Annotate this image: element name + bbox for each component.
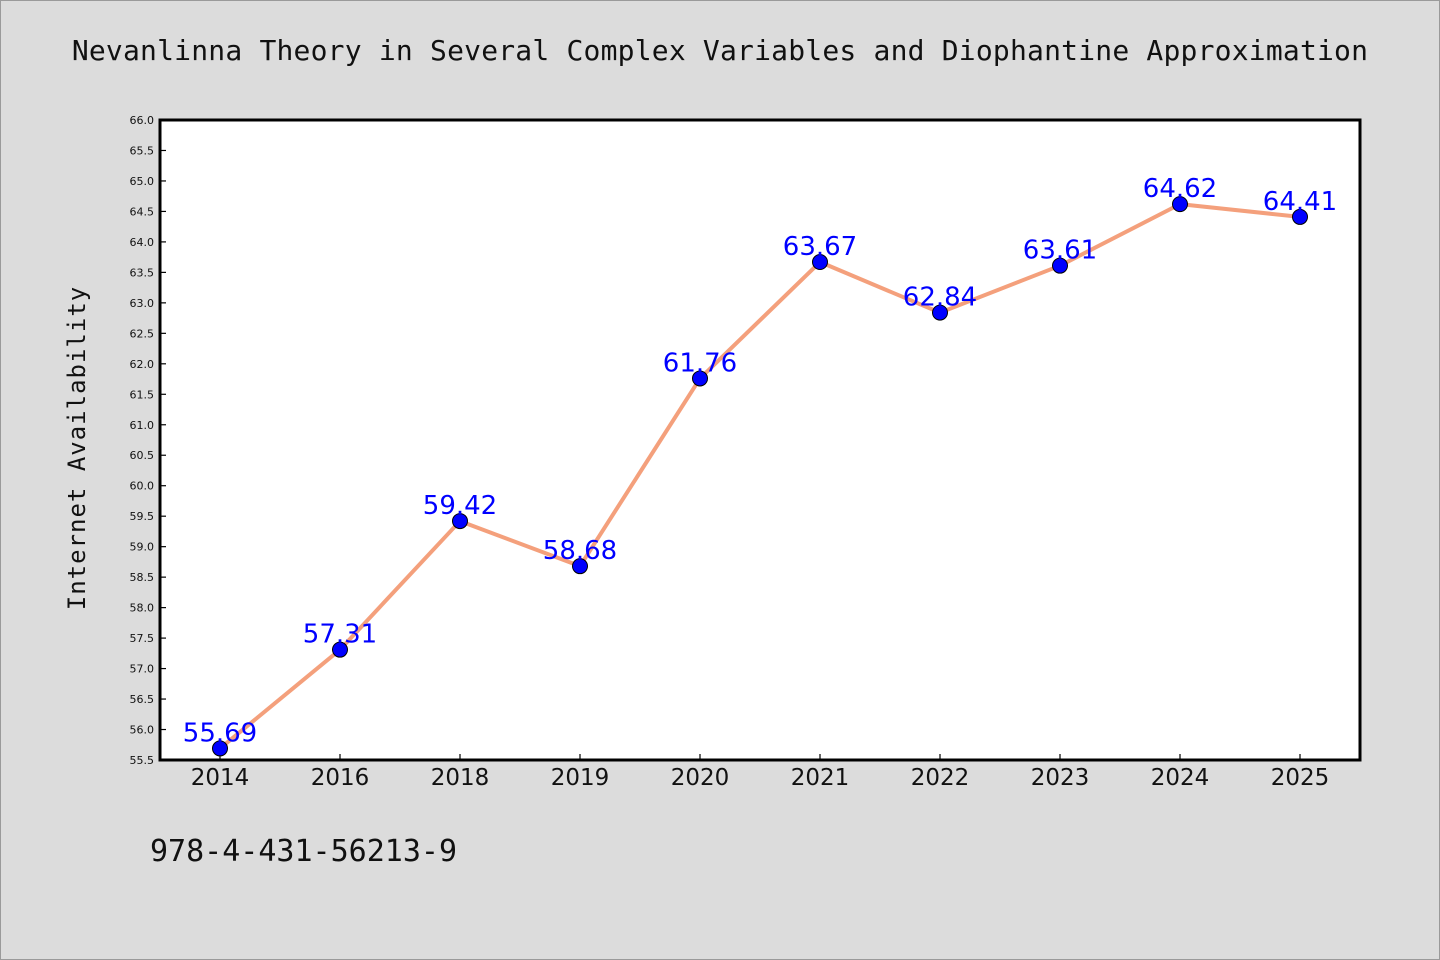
x-tick-label: 2016	[311, 765, 370, 791]
x-tick-label: 2024	[1151, 765, 1210, 791]
y-tick-label: 62.5	[130, 327, 155, 340]
x-tick-label: 2023	[1031, 765, 1090, 791]
data-label: 59.42	[423, 491, 497, 521]
series-line	[218, 202, 1302, 751]
data-label: 61.76	[663, 348, 737, 378]
y-tick-label: 59.0	[130, 541, 155, 554]
series-group: 55.69 57.31 59.42 58.68 61.76 63.67 62.84 63.61…	[183, 174, 1337, 757]
data-label: 58.68	[543, 536, 617, 566]
x-tick-label: 2019	[551, 765, 610, 791]
data-point	[452, 513, 468, 530]
y-tick-label: 63.5	[130, 266, 155, 279]
y-tick-label: 66.0	[130, 114, 155, 127]
x-tick-label: 2014	[191, 765, 250, 791]
x-tick-label: 2020	[671, 765, 730, 791]
chart-title: Nevanlinna Theory in Several Complex Var…	[71, 34, 1369, 67]
y-tick-label: 56.5	[130, 693, 155, 706]
data-label: 64.41	[1263, 187, 1337, 217]
data-point	[1292, 208, 1308, 225]
data-label: 62.84	[903, 283, 977, 313]
x-tick-label: 2025	[1271, 765, 1330, 791]
data-point	[212, 740, 228, 757]
y-tick-label: 64.0	[130, 236, 155, 249]
y-tick-label: 64.5	[130, 205, 155, 218]
y-tick-label: 55.5	[130, 754, 155, 767]
y-axis-label: Internet Availability	[63, 286, 91, 610]
data-point	[332, 641, 348, 658]
y-tick-label: 58.5	[130, 571, 155, 584]
plot-border	[158, 118, 1362, 762]
y-tick-label: 61.0	[130, 419, 155, 432]
data-point	[812, 254, 828, 271]
y-tick-label: 59.5	[130, 510, 155, 523]
data-point	[572, 558, 588, 575]
y-tick-label: 65.5	[130, 144, 155, 157]
data-point	[932, 304, 948, 321]
isbn-text: 978-4-431-56213-9	[150, 834, 458, 869]
data-label: 57.31	[303, 620, 377, 650]
y-tick-label: 60.0	[130, 480, 155, 493]
data-label: 63.67	[783, 232, 857, 262]
x-tick-label: 2021	[791, 765, 850, 791]
data-label: 64.62	[1143, 174, 1217, 204]
y-tick-label: 65.0	[130, 175, 155, 188]
y-tick-label: 56.0	[130, 724, 155, 737]
x-axis: 2014 2016 2018 2019 2020 2021 2022 2023 2024 2025	[191, 754, 1330, 791]
plot-area	[160, 120, 1360, 760]
y-tick-label: 62.0	[130, 358, 155, 371]
y-tick-label: 63.0	[130, 297, 155, 310]
y-tick-label: 57.5	[130, 632, 155, 645]
y-tick-label: 58.0	[130, 602, 155, 615]
y-axis: 55.5 56.0 56.5 57.0 57.5 58.0 58.5 59.0 59.5 60.0…	[130, 114, 166, 767]
data-point	[692, 370, 708, 387]
data-point	[1172, 196, 1188, 213]
x-tick-label: 2022	[911, 765, 970, 791]
y-tick-label: 60.5	[130, 449, 155, 462]
x-tick-label: 2018	[431, 765, 490, 791]
y-tick-label: 57.0	[130, 663, 155, 676]
data-point	[1052, 257, 1068, 274]
data-label: 63.61	[1023, 236, 1097, 266]
data-label: 55.69	[183, 718, 257, 748]
y-tick-label: 61.5	[130, 388, 155, 401]
